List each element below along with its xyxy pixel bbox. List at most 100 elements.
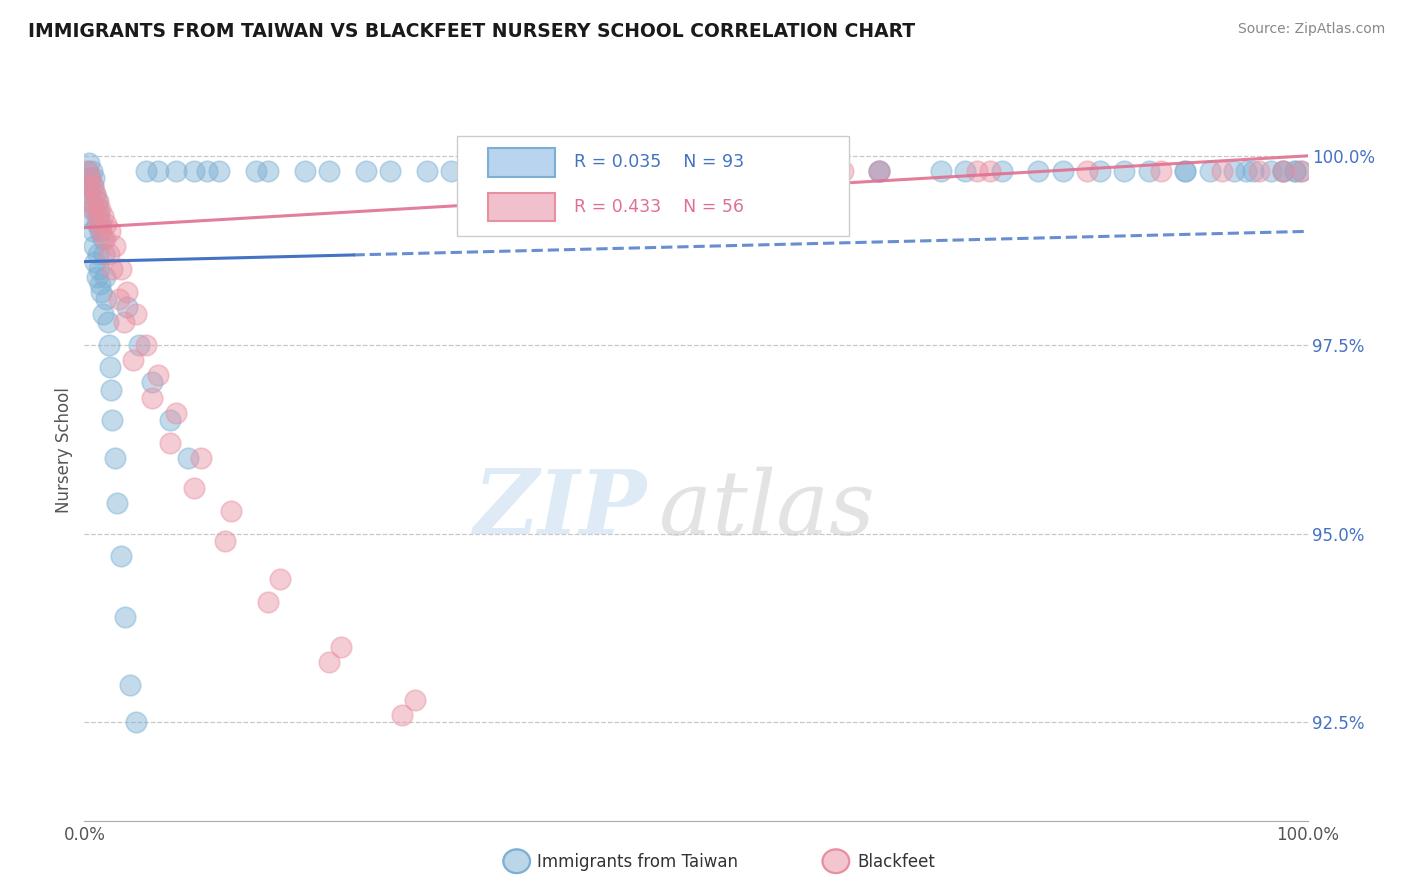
Point	[1028, 164, 1050, 178]
Point	[76, 164, 98, 178]
Point	[1284, 164, 1306, 178]
Circle shape	[823, 849, 849, 873]
Point	[991, 164, 1014, 178]
Point	[104, 239, 127, 253]
Point	[477, 164, 499, 178]
Point	[90, 285, 112, 299]
Point	[1272, 164, 1295, 178]
Point	[1137, 164, 1160, 178]
Point	[1284, 164, 1306, 178]
Point	[685, 164, 707, 178]
Point	[869, 164, 891, 178]
Point	[107, 293, 129, 307]
Point	[183, 164, 205, 178]
Point	[440, 164, 463, 178]
Point	[318, 655, 340, 669]
Point	[94, 232, 117, 246]
Point	[122, 352, 145, 367]
Point	[77, 156, 100, 170]
Point	[83, 202, 105, 216]
Point	[87, 202, 110, 216]
Point	[1198, 164, 1220, 178]
Point	[84, 186, 107, 201]
Point	[416, 164, 439, 178]
Point	[953, 164, 976, 178]
Text: ZIP: ZIP	[474, 467, 647, 553]
Point	[86, 209, 108, 223]
Point	[83, 239, 105, 253]
Bar	[488, 148, 555, 177]
Point	[80, 202, 103, 216]
Point	[831, 164, 853, 178]
Point	[82, 224, 104, 238]
Point	[502, 164, 524, 178]
Point	[1114, 164, 1136, 178]
Point	[979, 164, 1001, 178]
Point	[330, 640, 353, 654]
Point	[135, 337, 157, 351]
Point	[98, 224, 121, 238]
Point	[77, 164, 100, 178]
Point	[112, 315, 135, 329]
Point	[90, 217, 112, 231]
Point	[783, 164, 806, 178]
Point	[177, 450, 200, 465]
Point	[115, 300, 138, 314]
Point	[77, 179, 100, 194]
Point	[159, 413, 181, 427]
Point	[118, 678, 141, 692]
Point	[101, 262, 124, 277]
Point	[159, 436, 181, 450]
Text: Immigrants from Taiwan: Immigrants from Taiwan	[537, 853, 738, 871]
Point	[190, 450, 212, 465]
Point	[87, 209, 110, 223]
Text: Source: ZipAtlas.com: Source: ZipAtlas.com	[1237, 22, 1385, 37]
Point	[1260, 164, 1282, 178]
Point	[929, 164, 952, 178]
Point	[1291, 164, 1313, 178]
Text: IMMIGRANTS FROM TAIWAN VS BLACKFEET NURSERY SCHOOL CORRELATION CHART: IMMIGRANTS FROM TAIWAN VS BLACKFEET NURS…	[28, 22, 915, 41]
Point	[1052, 164, 1074, 178]
Point	[1076, 164, 1098, 178]
Point	[84, 254, 107, 268]
Point	[294, 164, 316, 178]
Point	[146, 164, 169, 178]
Point	[89, 277, 111, 292]
Point	[97, 337, 120, 351]
Point	[115, 285, 138, 299]
Point	[79, 171, 101, 186]
Point	[586, 164, 609, 178]
Point	[1150, 164, 1173, 178]
Point	[128, 337, 150, 351]
Point	[94, 269, 117, 284]
Point	[624, 164, 647, 178]
Point	[380, 164, 402, 178]
Text: R = 0.433    N = 56: R = 0.433 N = 56	[574, 198, 744, 216]
Point	[98, 360, 121, 375]
Point	[165, 164, 187, 178]
Point	[79, 209, 101, 223]
Point	[104, 450, 127, 465]
Point	[747, 164, 769, 178]
Point	[97, 247, 120, 261]
Point	[87, 217, 110, 231]
Point	[77, 179, 100, 194]
Point	[84, 186, 107, 201]
Y-axis label: Nursery School: Nursery School	[55, 387, 73, 514]
Point	[208, 164, 231, 178]
Point	[165, 406, 187, 420]
Bar	[488, 193, 555, 221]
Point	[1174, 164, 1197, 178]
FancyBboxPatch shape	[457, 136, 849, 235]
Point	[86, 269, 108, 284]
Point	[1211, 164, 1233, 178]
Point	[1223, 164, 1246, 178]
Point	[87, 194, 110, 209]
Point	[79, 171, 101, 186]
Point	[89, 224, 111, 238]
Point	[404, 692, 426, 706]
Point	[1241, 164, 1264, 178]
Point	[110, 549, 132, 564]
Point	[87, 247, 110, 261]
Point	[219, 504, 242, 518]
